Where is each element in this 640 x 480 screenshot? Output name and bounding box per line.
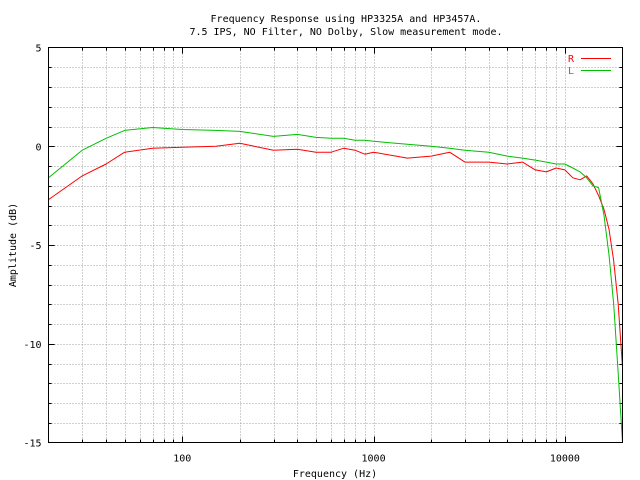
chart-subtitle: 7.5 IPS, NO Filter, NO Dolby, Slow measu… xyxy=(189,27,502,38)
series-line-R xyxy=(48,142,623,368)
y-tick-label: 5 xyxy=(35,44,41,55)
y-tick-label: -15 xyxy=(23,439,41,450)
series-lines xyxy=(48,127,623,443)
x-axis-label: Frequency (Hz) xyxy=(293,469,377,480)
axis-ticks xyxy=(48,47,623,443)
series-line-L xyxy=(48,127,623,443)
y-tick-label: 0 xyxy=(35,142,41,153)
legend-label: R xyxy=(568,54,575,65)
legend: RL xyxy=(568,54,611,77)
grid xyxy=(48,47,623,443)
y-tick-labels: 5 0 -5 -10 -15 xyxy=(23,44,41,450)
x-tick-label: 100 xyxy=(173,454,191,465)
legend-label: L xyxy=(568,66,574,77)
x-tick-label: 1000 xyxy=(362,454,386,465)
y-axis-label: Amplitude (dB) xyxy=(8,203,19,287)
y-tick-label: -10 xyxy=(23,340,41,351)
x-tick-labels: 100 1000 10000 xyxy=(173,454,580,465)
x-tick-label: 10000 xyxy=(550,454,580,465)
chart-title: Frequency Response using HP3325A and HP3… xyxy=(211,14,482,25)
plot-frame xyxy=(48,47,623,443)
y-tick-label: -5 xyxy=(29,241,41,252)
